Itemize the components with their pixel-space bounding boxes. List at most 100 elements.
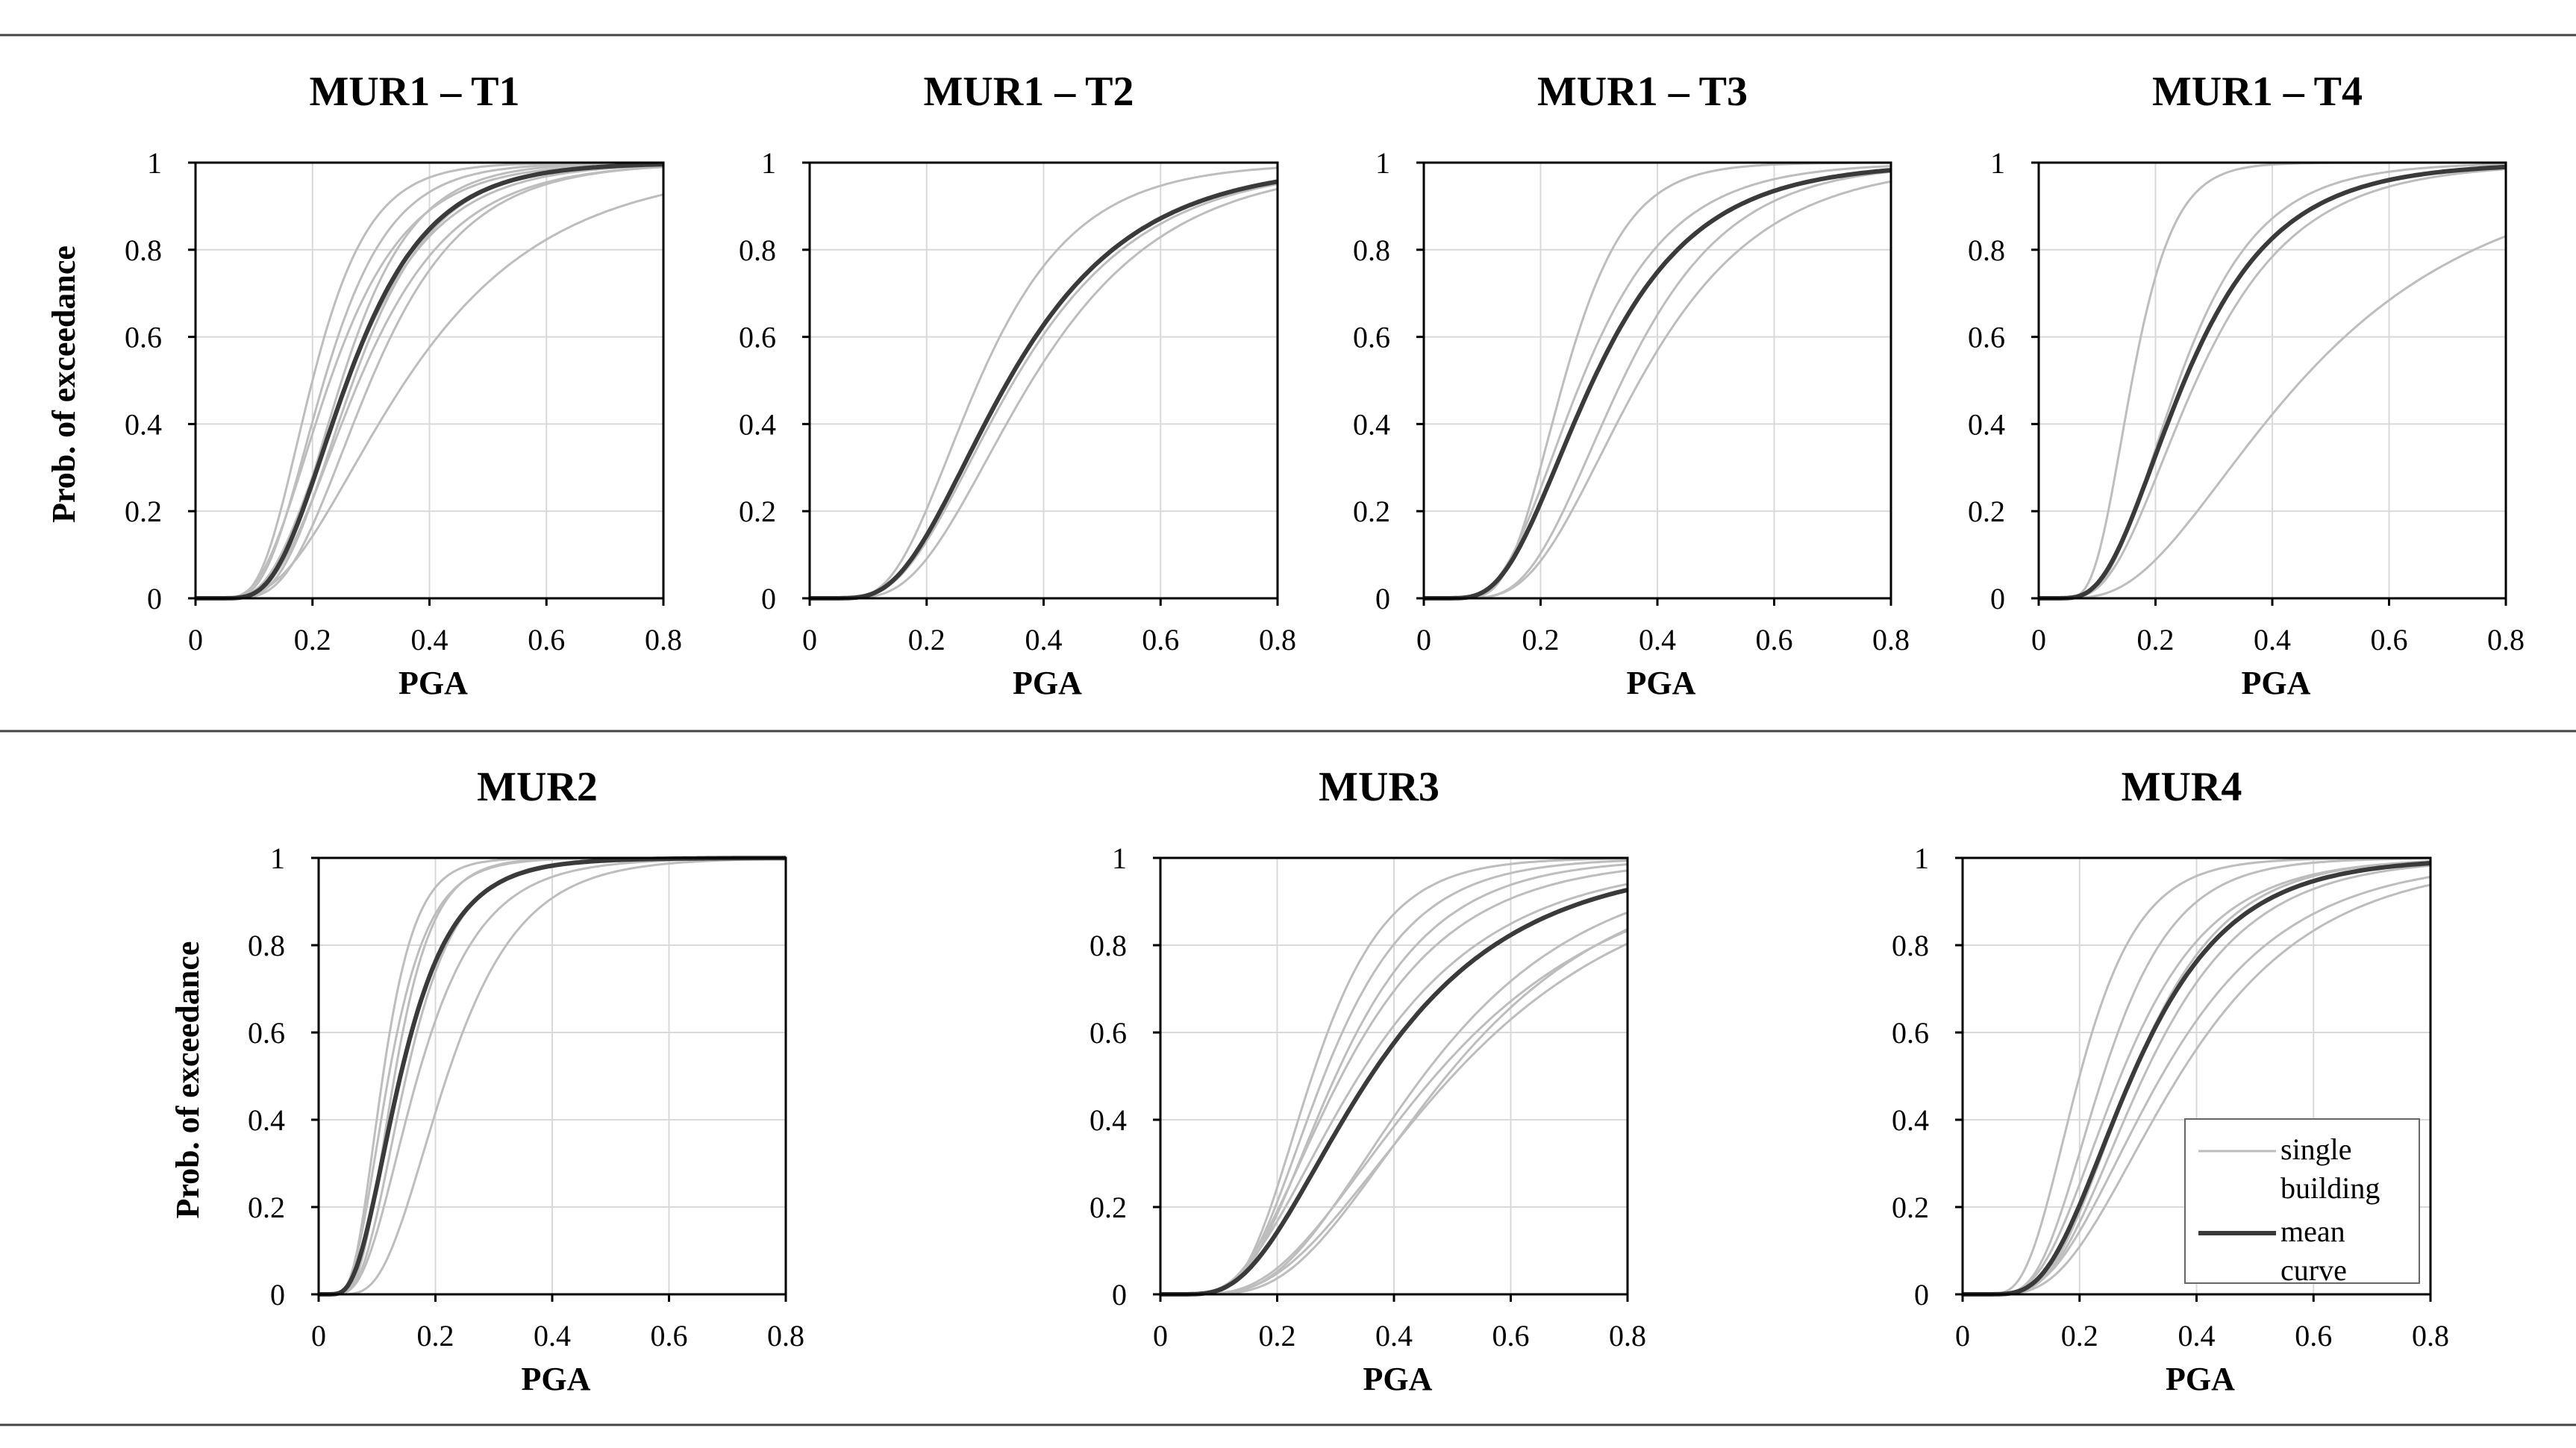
x-tick-label: 0 <box>188 623 203 656</box>
y-tick-label: 0 <box>1990 582 2005 615</box>
y-tick-label: 1 <box>1112 841 1127 875</box>
y-axis-label: Prob. of exceedance <box>46 245 82 523</box>
mean-curve <box>1160 887 1628 1297</box>
y-tick-label: 0.8 <box>739 234 776 267</box>
x-tick-label: 0.6 <box>1756 623 1793 656</box>
x-tick-label: 0.2 <box>2061 1319 2098 1353</box>
x-tick-label: 0.4 <box>411 623 448 656</box>
x-tick-label: 0 <box>802 623 817 656</box>
y-tick-label: 0.8 <box>248 929 285 962</box>
x-tick-label: 0.4 <box>534 1319 571 1353</box>
y-tick-label: 0 <box>761 582 776 615</box>
x-tick-label: 0.6 <box>2295 1319 2332 1353</box>
x-tick-label: 0.4 <box>1025 623 1063 656</box>
y-tick-label: 0.8 <box>1090 929 1127 962</box>
y-tick-label: 1 <box>1375 146 1390 180</box>
x-axis-label: PGA <box>398 665 468 701</box>
y-tick-label: 0.4 <box>1090 1103 1127 1137</box>
x-tick-label: 0.2 <box>1522 623 1560 656</box>
y-tick-label: 1 <box>270 841 285 875</box>
y-tick-label: 1 <box>147 146 162 180</box>
mean-curve <box>810 179 1278 601</box>
mean-curve <box>2039 164 2507 601</box>
x-tick-label: 0.6 <box>651 1319 688 1353</box>
y-tick-label: 0.2 <box>739 495 776 528</box>
y-tick-label: 0.2 <box>1090 1191 1127 1224</box>
single-building-curve <box>2039 235 2507 600</box>
y-tick-label: 0.8 <box>1353 234 1390 267</box>
chart-title: MUR1 – T2 <box>923 69 1134 115</box>
x-tick-label: 0.4 <box>2178 1319 2216 1353</box>
x-axis-label: PGA <box>522 1361 591 1397</box>
y-tick-label: 0.2 <box>248 1191 285 1224</box>
panel-7: MUR4 0 0.2 0.4 0.6 0.8 0 0.2 0.4 0.6 0.8 1 PGA single… <box>1892 764 2449 1397</box>
chart-title: MUR1 – T3 <box>1537 69 1748 115</box>
x-tick-label: 0.8 <box>1609 1319 1646 1353</box>
y-tick-label: 0.4 <box>125 407 162 441</box>
y-tick-label: 0.8 <box>1968 234 2005 267</box>
y-tick-label: 0.6 <box>1968 321 2005 354</box>
x-axis-label: PGA <box>1627 665 1696 701</box>
x-tick-label: 0 <box>1416 623 1431 656</box>
y-tick-label: 0.6 <box>1090 1016 1127 1050</box>
x-tick-label: 0.6 <box>1492 1319 1530 1353</box>
x-tick-label: 0.8 <box>2487 623 2525 656</box>
x-tick-label: 0.6 <box>2371 623 2408 656</box>
y-tick-label: 0 <box>147 582 162 615</box>
panel-2: MUR1 – T2 0 0.2 0.4 0.6 0.8 0 0.2 0.4 0.6 0.8 1 PGA <box>739 69 1296 701</box>
y-tick-label: 0 <box>1112 1278 1127 1311</box>
panel-1: MUR1 – T1 0 0.2 0.4 0.6 0.8 0 0.2 0.4 0.6 0.8 1 PGA P… <box>46 69 682 701</box>
y-tick-label: 1 <box>1914 841 1929 875</box>
panel-4: MUR1 – T4 0 0.2 0.4 0.6 0.8 0 0.2 0.4 0.6 0.8 1 PGA <box>1968 69 2525 701</box>
y-tick-label: 0 <box>270 1278 285 1311</box>
single-building-curve <box>810 166 1278 600</box>
x-tick-label: 0.8 <box>1872 623 1910 656</box>
x-axis-label: PGA <box>2166 1361 2235 1397</box>
y-tick-label: 0 <box>1914 1278 1929 1311</box>
y-tick-label: 0.2 <box>1353 495 1390 528</box>
single-building-curve <box>2039 168 2507 600</box>
single-building-curve <box>196 166 664 600</box>
x-tick-label: 0.2 <box>2137 623 2175 656</box>
y-tick-label: 0.6 <box>125 321 162 354</box>
y-tick-label: 0.8 <box>1892 929 1929 962</box>
x-tick-label: 0 <box>1153 1319 1168 1353</box>
panel-5: MUR2 0 0.2 0.4 0.6 0.8 0 0.2 0.4 0.6 0.8 1 PGA Prob. … <box>169 764 804 1397</box>
y-tick-label: 1 <box>761 146 776 180</box>
legend-label: single <box>2280 1132 2352 1166</box>
single-building-curve <box>1963 857 2430 1296</box>
y-tick-label: 0.4 <box>1353 407 1390 441</box>
single-building-curve <box>1160 883 1628 1296</box>
single-building-curve <box>1963 876 2431 1296</box>
x-tick-label: 0.6 <box>1142 623 1179 656</box>
x-tick-label: 0.2 <box>417 1319 454 1353</box>
y-tick-label: 0.4 <box>1968 407 2005 441</box>
chart-title: MUR1 – T1 <box>309 69 519 115</box>
x-tick-label: 0.4 <box>1375 1319 1413 1353</box>
x-tick-label: 0.6 <box>528 623 565 656</box>
x-tick-label: 0.8 <box>2412 1319 2449 1353</box>
panel-3: MUR1 – T3 0 0.2 0.4 0.6 0.8 0 0.2 0.4 0.6 0.8 1 PGA <box>1353 69 1910 701</box>
single-building-curve <box>196 193 664 600</box>
single-building-curve <box>1963 883 2431 1296</box>
single-building-curve <box>319 857 787 1296</box>
x-tick-label: 0.8 <box>1259 623 1296 656</box>
y-tick-label: 1 <box>1990 146 2005 180</box>
legend-label: curve <box>2280 1253 2347 1287</box>
single-building-curve <box>1160 930 1628 1296</box>
y-tick-label: 0.4 <box>248 1103 285 1137</box>
y-tick-label: 0.6 <box>1892 1016 1929 1050</box>
single-building-curve <box>1160 942 1628 1296</box>
mean-curve <box>196 162 664 601</box>
y-tick-label: 0.2 <box>1968 495 2005 528</box>
single-building-curve <box>810 187 1278 600</box>
chart-title: MUR3 <box>1319 764 1439 810</box>
x-tick-label: 0.4 <box>1639 623 1676 656</box>
y-axis-label: Prob. of exceedance <box>169 941 206 1219</box>
x-axis-label: PGA <box>1363 1361 1433 1397</box>
legend-box <box>2184 1118 2420 1284</box>
chart-title: MUR2 <box>477 764 598 810</box>
y-tick-label: 0.6 <box>739 321 776 354</box>
x-tick-label: 0 <box>1955 1319 1970 1353</box>
